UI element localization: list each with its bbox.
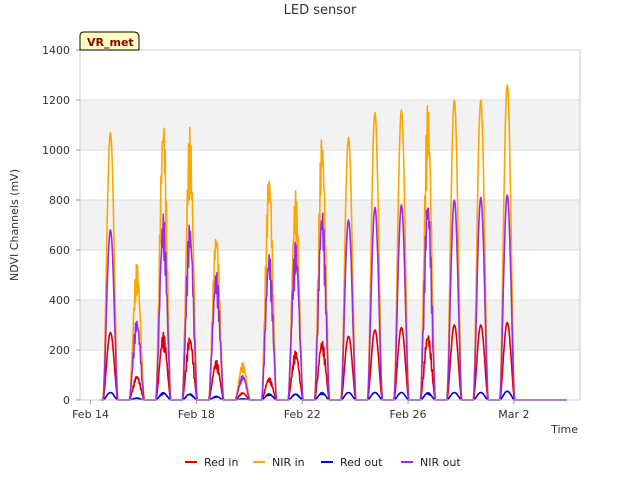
x-tick-label: Feb 22 — [284, 408, 321, 421]
legend-item: NIR in — [253, 456, 305, 469]
y-tick-label: 600 — [49, 244, 70, 257]
plot-frame — [79, 49, 581, 401]
legend-label: NIR in — [272, 456, 305, 469]
vr-met-badge: VR_met — [79, 31, 140, 51]
badge-label: VR_met — [87, 36, 134, 49]
y-tick-label: 200 — [49, 344, 70, 357]
y-tick-label: 1400 — [42, 44, 70, 57]
x-axis-label: Time — [550, 423, 578, 436]
legend-item: Red in — [185, 456, 238, 469]
legend-item: NIR out — [401, 456, 461, 469]
y-tick-label: 1200 — [42, 94, 70, 107]
legend-label: NIR out — [420, 456, 461, 469]
y-tick-label: 1000 — [42, 144, 70, 157]
legend-label: Red in — [204, 456, 238, 469]
x-tick-label: Feb 26 — [390, 408, 427, 421]
chart-title: LED sensor — [284, 3, 357, 18]
y-tick-label: 800 — [49, 194, 70, 207]
legend-item: Red out — [321, 456, 383, 469]
x-tick-label: Feb 18 — [178, 408, 215, 421]
y-tick-label: 400 — [49, 294, 70, 307]
legend-label: Red out — [340, 456, 383, 469]
x-tick-label: Feb 14 — [72, 408, 109, 421]
y-axis-label: NDVI Channels (mV) — [8, 169, 21, 281]
x-axis-ticks: Feb 14 Feb 18 Feb 22 Feb 26 Mar 2 — [72, 400, 529, 421]
grid-bands — [80, 100, 580, 350]
x-tick-label: Mar 2 — [498, 408, 529, 421]
y-axis-ticks: 0 200 400 600 800 1000 1200 1400 — [42, 44, 80, 407]
y-tick-label: 0 — [63, 394, 70, 407]
legend: Red in NIR in Red out NIR out — [185, 456, 461, 469]
